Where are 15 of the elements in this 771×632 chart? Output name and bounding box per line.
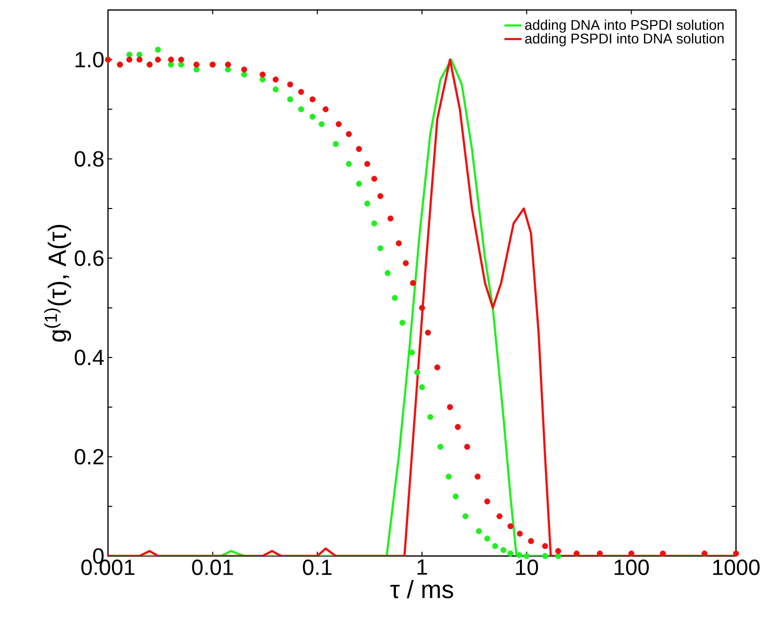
x-tick-label: 1000 [713, 560, 760, 576]
legend-label: adding DNA into PSPDI solution [525, 20, 724, 33]
x-tick-label: 0.1 [302, 560, 332, 576]
x-tick-label: 0.01 [192, 560, 233, 576]
y-tick-label: 0.4 [74, 350, 104, 366]
y-axis-title: g$^{(1)}$(τ), A(τ) [44, 224, 72, 342]
x-tick-label: 10 [516, 560, 538, 576]
y-tick-label: 1.0 [76, 52, 104, 68]
x-tick-label: 100 [614, 560, 649, 576]
y-tick-label: 0.8 [74, 151, 104, 167]
y-tick-label: 0.2 [74, 448, 104, 465]
y-tick-label: 0.6 [74, 250, 104, 266]
x-axis-title: τ / ms [390, 580, 454, 598]
legend-label: adding PSPDI into DNA solution [525, 33, 724, 46]
x-tick-label: 1 [418, 560, 428, 575]
